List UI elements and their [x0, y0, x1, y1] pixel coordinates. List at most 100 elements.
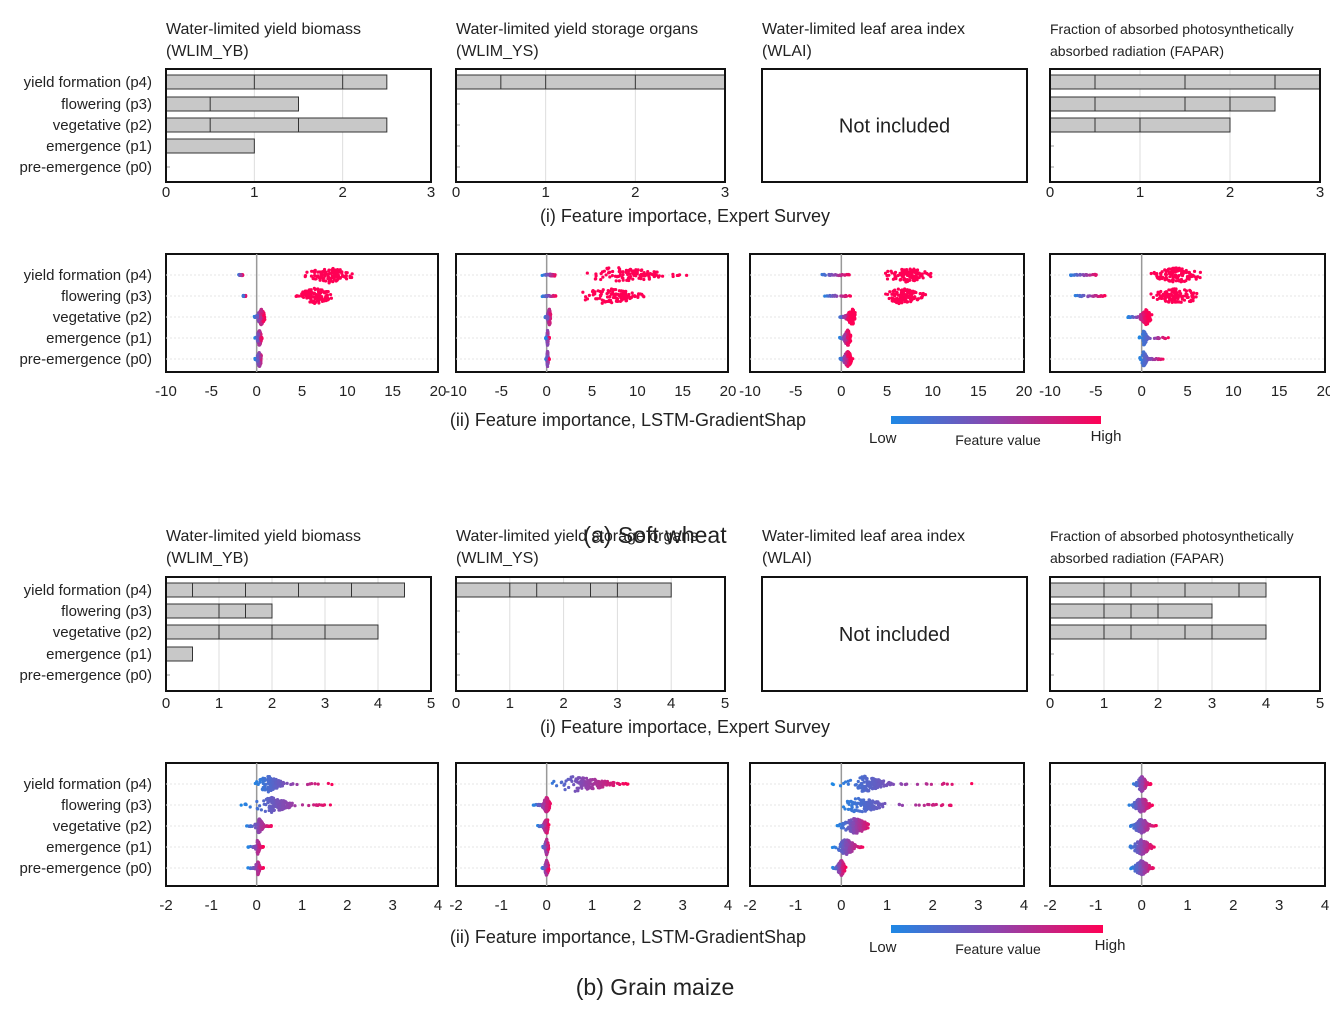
wheat-shap-point: [611, 269, 615, 274]
wheat-shap-point: [329, 296, 334, 300]
wheat-shap-point: [627, 272, 631, 276]
maize-shap-point: [562, 783, 566, 787]
wheat-shap-point: [1073, 293, 1077, 298]
wheat-shap-point: [890, 296, 894, 300]
wheat-shap-point: [896, 293, 900, 297]
wheat-shap-point: [646, 269, 650, 274]
wheat-shap-point: [1087, 273, 1092, 277]
wheat-shap-point: [908, 275, 912, 279]
wheat-shap-point: [840, 272, 845, 277]
wheat-shap-tick-label: 20: [430, 383, 447, 400]
wheat-shap-point: [600, 301, 604, 305]
wheat-shap-point: [610, 274, 614, 278]
wheat-shap-point: [839, 294, 843, 298]
maize-shap-point: [251, 866, 255, 870]
wheat-shap-point: [608, 275, 612, 279]
maize-shap-point: [290, 801, 294, 805]
wheat-shap-point: [261, 319, 266, 323]
wheat-shap-point: [544, 336, 548, 340]
maize-shap-point: [293, 804, 297, 808]
wheat-shap-point: [1143, 321, 1147, 325]
wheat-shap-point: [617, 293, 621, 298]
wheat-shap-point: [608, 299, 612, 304]
wheat-shap-point: [675, 273, 679, 278]
wheat-shap-point: [1086, 294, 1090, 298]
maize-shap-point: [559, 780, 563, 785]
maize-shap-point: [253, 823, 257, 827]
maize-shap-point: [574, 778, 578, 782]
maize-shap-point: [248, 805, 252, 809]
maize-survey-tick-label: 0: [452, 695, 460, 712]
wheat-shap-point: [1195, 291, 1199, 296]
maize-shap-point: [598, 782, 602, 786]
wheat-shap-tick-label: 5: [1183, 383, 1191, 400]
wheat-survey-stage-label: flowering (p3): [61, 96, 152, 113]
maize-shap-point: [544, 860, 548, 864]
wheat-shap-point: [336, 273, 340, 277]
wheat-shap-point: [923, 270, 927, 274]
wheat-shap-point: [1176, 293, 1180, 298]
wheat-shap-point: [334, 279, 338, 283]
wheat-shap-point: [1187, 270, 1192, 275]
wheat-shap-point: [906, 290, 910, 294]
wheat-shap-point: [547, 357, 551, 361]
maize-shap-point: [899, 782, 903, 786]
maize-survey-tick-label: 2: [559, 695, 567, 712]
wheat-shap-point: [545, 273, 550, 277]
maize-panel-title-3-line-1: absorbed radiation (FAPAR): [1050, 550, 1224, 566]
maize-shap-point: [860, 798, 864, 802]
wheat-shap-point: [642, 277, 646, 282]
maize-shap-point: [271, 796, 276, 800]
wheat-shap-point: [305, 270, 309, 274]
wheat-shap-point: [319, 296, 324, 300]
wheat-shap-point: [652, 274, 656, 278]
wheat-shap-point: [842, 294, 846, 298]
wheat-shap-point: [823, 294, 827, 298]
wheat-shap-point: [631, 294, 635, 298]
wheat-shap-point: [615, 299, 619, 303]
maize-shap-point: [868, 786, 872, 790]
maize-shap-point: [847, 825, 851, 829]
wheat-shap-point: [647, 274, 651, 278]
wheat-shap-point: [905, 269, 909, 273]
wheat-shap-point: [605, 295, 610, 299]
maize-shap-point: [867, 807, 871, 811]
maize-shap-point: [939, 803, 944, 808]
maize-shap-point: [275, 798, 280, 802]
maize-shap-point: [927, 803, 931, 807]
wheat-shap-point: [921, 293, 925, 297]
wheat-panel-title-3-line-0: Fraction of absorbed photosynthetically: [1050, 21, 1294, 37]
maize-shap-point: [550, 781, 554, 785]
wheat-shap-point: [889, 269, 893, 273]
wheat-survey-tick-label: 1: [250, 184, 258, 201]
wheat-shap-point: [639, 268, 643, 273]
wheat-shap-point: [915, 268, 919, 273]
maize-shap-point: [586, 779, 590, 784]
wheat-shap-point: [832, 294, 837, 298]
wheat-shap-point: [1148, 317, 1152, 321]
wheat-shap-point: [1078, 293, 1082, 298]
wheat-shap-point: [546, 351, 550, 355]
wheat-shap-point: [846, 316, 850, 321]
wheat-shap-point: [255, 339, 260, 343]
maize-shap-tick-label: 0: [252, 897, 260, 914]
wheat-shap-point: [295, 294, 299, 298]
maize-survey-bar: [455, 582, 672, 598]
wheat-shap-point: [613, 274, 618, 278]
wheat-shap-point: [624, 268, 628, 272]
wheat-shap-point: [642, 270, 646, 275]
wheat-shap-tick-label: 15: [674, 383, 691, 400]
wheat-shap-tick-label: 15: [970, 383, 987, 400]
wheat-shap-point: [605, 266, 609, 270]
maize-panel-title-0-line-1: (WLIM_YB): [166, 550, 249, 567]
wheat-survey-tick-label: 3: [1316, 184, 1324, 201]
wheat-shap-point: [671, 274, 675, 279]
wheat-shap-point: [545, 357, 549, 361]
wheat-shap-point: [614, 279, 618, 283]
maize-shap-point: [313, 782, 317, 786]
wheat-shap-point: [1168, 275, 1172, 279]
wheat-survey-tick-label: 2: [338, 184, 346, 201]
wheat-shap-point: [1149, 271, 1153, 276]
wheat-shap-point: [546, 331, 550, 335]
